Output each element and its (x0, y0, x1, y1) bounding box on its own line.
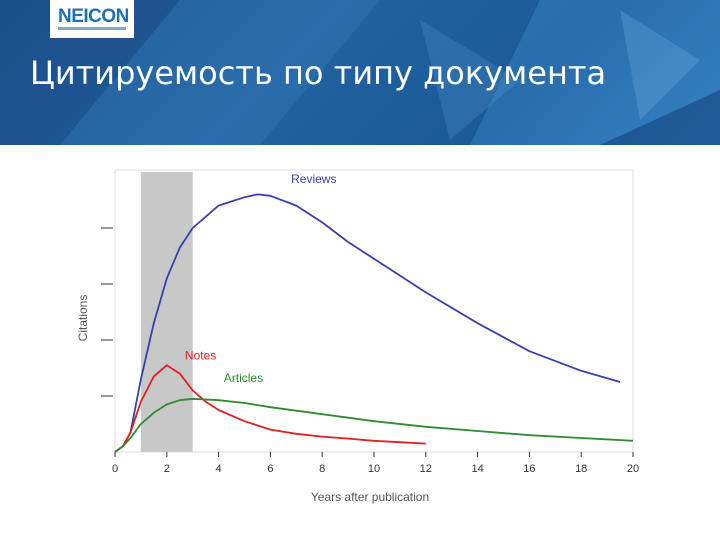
series-label-notes: Notes (185, 349, 216, 363)
header-banner: NEICON Цитируемость по типу документа (0, 0, 720, 145)
plot-frame (114, 169, 634, 453)
chart-marks: Reviews Notes Articles (114, 172, 634, 453)
x-tick-label: 16 (523, 463, 535, 475)
x-tick-label: 10 (368, 463, 380, 475)
x-tick-label: 20 (627, 463, 639, 475)
x-tick-label: 4 (216, 463, 222, 475)
logo-underline (58, 27, 126, 30)
page-title: Цитируемость по типу документа (30, 54, 607, 92)
x-tick-label: 6 (267, 463, 273, 475)
logo-text: NEICON (58, 6, 129, 27)
x-tick-label: 2 (164, 463, 170, 475)
x-tick-label: 0 (112, 463, 118, 475)
x-tick-label: 14 (471, 463, 483, 475)
logo: NEICON (50, 0, 134, 38)
axes: 0 2 4 6 8 10 12 14 16 18 20 (101, 227, 639, 475)
x-tick-label: 8 (319, 463, 325, 475)
series-line-articles (114, 397, 634, 453)
shaded-region (140, 172, 193, 452)
x-axis-label: Years after publication (311, 490, 429, 504)
series-line-notes (114, 364, 426, 453)
series-label-reviews: Reviews (291, 172, 336, 186)
header-pattern (0, 0, 720, 145)
x-tick-label: 12 (420, 463, 432, 475)
y-axis-label: Citations (76, 295, 90, 342)
series-line-reviews (114, 193, 621, 453)
x-tick-label: 18 (575, 463, 587, 475)
citations-chart: 0 2 4 6 8 10 12 14 16 18 20 Reviews Notes Articles Y… (76, 169, 639, 504)
series-label-articles: Articles (224, 371, 263, 385)
